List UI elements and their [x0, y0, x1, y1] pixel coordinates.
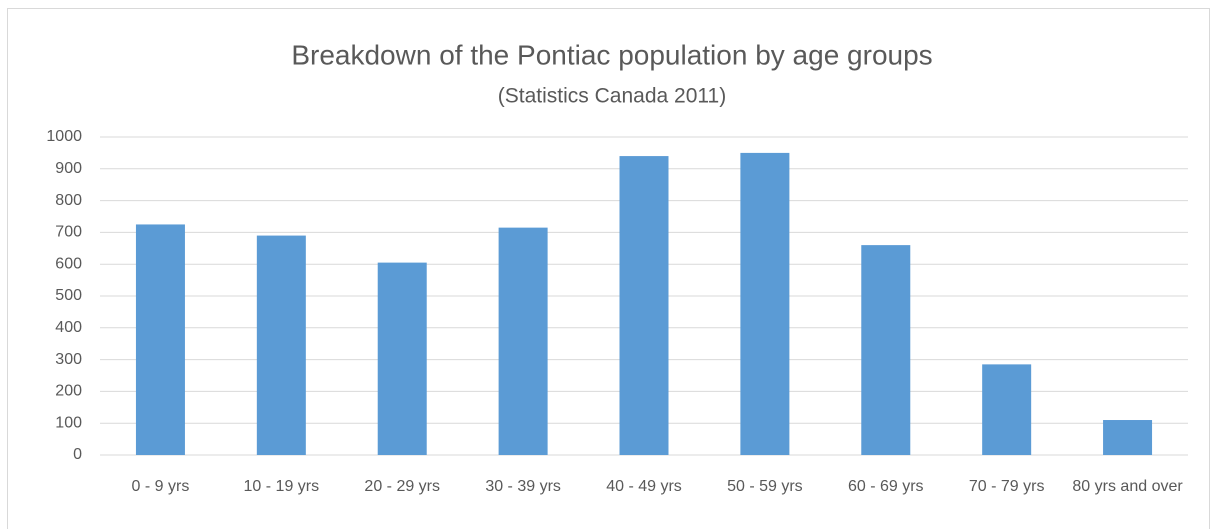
- bar: [135, 224, 185, 455]
- bar: [498, 227, 548, 455]
- bar: [1103, 420, 1153, 455]
- chart-subtitle: (Statistics Canada 2011): [498, 85, 726, 108]
- x-tick-label: 20 - 29 yrs: [364, 478, 440, 495]
- y-tick-label: 300: [55, 351, 82, 368]
- y-tick-label: 600: [55, 255, 82, 272]
- x-tick-label: 50 - 59 yrs: [727, 478, 803, 495]
- y-tick-label: 700: [55, 224, 82, 241]
- x-tick-label: 0 - 9 yrs: [132, 478, 190, 495]
- bar: [740, 152, 790, 455]
- x-tick-label: 10 - 19 yrs: [244, 478, 320, 495]
- x-tick-label: 30 - 39 yrs: [485, 478, 561, 495]
- bar: [256, 235, 306, 455]
- y-tick-label: 500: [55, 287, 82, 304]
- y-tick-label: 0: [73, 446, 82, 463]
- x-tick-label: 70 - 79 yrs: [969, 478, 1045, 495]
- x-tick-label: 60 - 69 yrs: [848, 478, 924, 495]
- x-tick-label: 40 - 49 yrs: [606, 478, 682, 495]
- bar: [619, 156, 669, 455]
- bar: [861, 245, 911, 455]
- bar: [982, 364, 1032, 455]
- y-tick-label: 100: [55, 414, 82, 431]
- y-tick-label: 900: [55, 160, 82, 177]
- y-tick-label: 400: [55, 319, 82, 336]
- x-tick-label: 80 yrs and over: [1072, 478, 1183, 495]
- bar: [377, 262, 427, 455]
- chart-title: Breakdown of the Pontiac population by a…: [291, 39, 932, 70]
- y-tick-label: 800: [55, 192, 82, 209]
- y-tick-label: 200: [55, 383, 82, 400]
- y-tick-label: 1000: [46, 128, 82, 145]
